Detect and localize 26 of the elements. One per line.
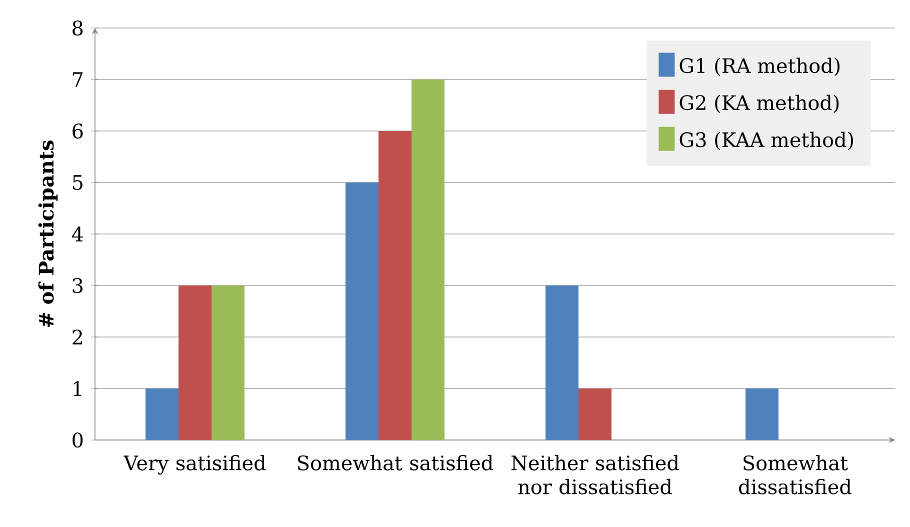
bar [546,286,578,440]
x-tick-label: Neither satisfied nor dissatisfied [511,455,679,494]
bar [746,388,778,440]
bar [178,286,212,440]
y-tick-label: 0 [72,432,83,448]
bar [346,182,378,440]
y-tick-label: 8 [72,20,83,36]
bar [146,388,178,440]
bar [378,131,412,440]
legend-label: G2 (KA method) [680,94,839,113]
y-tick-label: 2 [72,330,82,344]
y-tick-label: 4 [72,226,83,242]
y-tick-label: 3 [72,278,82,294]
y-tick-label: 6 [72,123,83,139]
bar [578,388,612,440]
y-tick-label: 7 [72,72,83,87]
y-axis-title: # of Participants [38,140,58,327]
x-tick-label: Somewhat dissatisfied [739,455,852,494]
legend-label: G1 (RA method) [680,58,840,76]
bar [212,286,244,440]
y-tick-label: 1 [74,381,82,396]
x-tick-label: Very satisified [123,455,266,475]
bar [412,80,444,440]
x-tick-label: Somewhat satisfied [298,455,494,470]
y-tick-label: 5 [72,175,82,190]
legend-label: G3 (KAA method) [680,132,854,150]
